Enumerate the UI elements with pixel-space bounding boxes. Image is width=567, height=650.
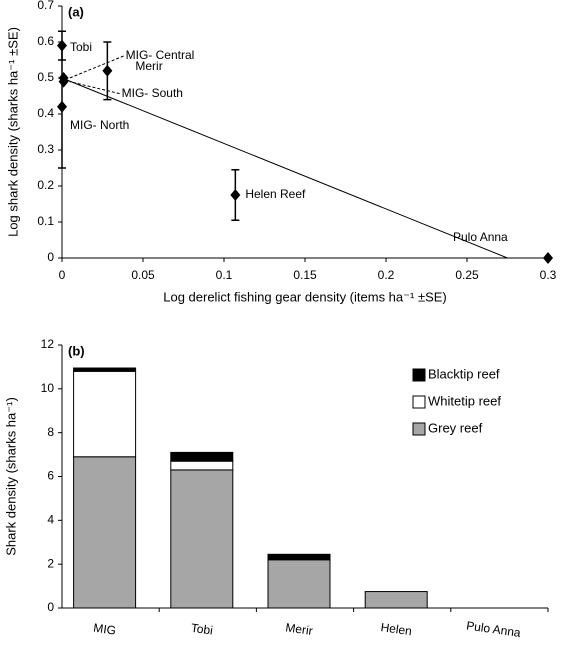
x-tick-label: Tobi — [190, 621, 214, 638]
x-tick-label: Merir — [285, 620, 314, 638]
y-tick-label: 4 — [47, 513, 54, 527]
y-tick-label: 10 — [41, 381, 55, 395]
x-tick-label: Pulo Anna — [465, 618, 521, 640]
point-label: Tobi — [70, 40, 92, 54]
panel-label: (b) — [68, 343, 85, 358]
x-tick-label: 0.1 — [216, 268, 233, 282]
bar-segment — [364, 591, 428, 609]
legend-swatch — [412, 422, 426, 436]
y-tick-label: 0.7 — [37, 0, 54, 12]
x-tick-label: 0.05 — [131, 268, 155, 282]
y-axis-title: Log shark density (sharks ha⁻¹ ±SE) — [5, 27, 20, 237]
bar-segment — [73, 456, 137, 609]
bar-segment — [170, 469, 234, 609]
x-tick-label: 0 — [59, 268, 66, 282]
legend-label: Whitetip reef — [428, 393, 501, 408]
leader-line — [69, 55, 124, 79]
x-tick-label: 0.3 — [540, 268, 557, 282]
bar-segment — [267, 559, 331, 609]
point — [102, 64, 113, 77]
y-tick-label: 0 — [47, 250, 54, 264]
y-tick-label: 0 — [47, 600, 54, 614]
x-tick-label: 0.15 — [293, 268, 317, 282]
bar-segment — [170, 460, 234, 471]
y-tick-label: 0.5 — [37, 70, 54, 84]
legend-label: Grey reef — [428, 420, 483, 435]
y-tick-label: 0.4 — [37, 106, 54, 120]
bar-segment — [267, 553, 331, 561]
x-tick-label: 0.2 — [378, 268, 395, 282]
x-tick-label: MIG — [93, 621, 117, 638]
x-tick-label: 0.25 — [455, 268, 479, 282]
y-tick-label: 6 — [47, 469, 54, 483]
point — [57, 100, 67, 113]
y-tick-label: 0.6 — [37, 34, 54, 48]
legend-swatch — [412, 368, 426, 382]
point — [58, 75, 69, 88]
x-axis-title: Log derelict fishing gear density (items… — [163, 289, 447, 304]
y-axis-title: Shark density (sharks ha⁻¹) — [3, 397, 18, 556]
y-tick-label: 12 — [41, 337, 55, 351]
point-label: MIG- North — [70, 118, 129, 132]
point-label: Merir — [135, 59, 162, 73]
point — [543, 252, 553, 264]
panel-label: (a) — [68, 4, 84, 19]
legend-swatch — [412, 395, 426, 409]
legend-label: Blacktip reef — [428, 366, 500, 381]
point — [230, 189, 241, 201]
point-label: Helen Reef — [245, 187, 306, 201]
y-tick-label: 0.2 — [37, 178, 54, 192]
trendline — [61, 77, 508, 259]
bar-segment — [73, 370, 137, 458]
x-tick-label: Helen — [380, 620, 413, 638]
y-tick-label: 0.3 — [37, 142, 54, 156]
bar-segment — [170, 451, 234, 462]
bar-segment — [73, 367, 137, 372]
y-tick-label: 8 — [47, 425, 54, 439]
point-label: MIG- Central — [126, 48, 195, 62]
point-label: Pulo Anna — [453, 230, 508, 244]
y-tick-label: 2 — [47, 556, 54, 570]
y-tick-label: 0.1 — [37, 214, 54, 228]
point-label: MIG- South — [122, 86, 183, 100]
leader-line — [69, 81, 120, 95]
